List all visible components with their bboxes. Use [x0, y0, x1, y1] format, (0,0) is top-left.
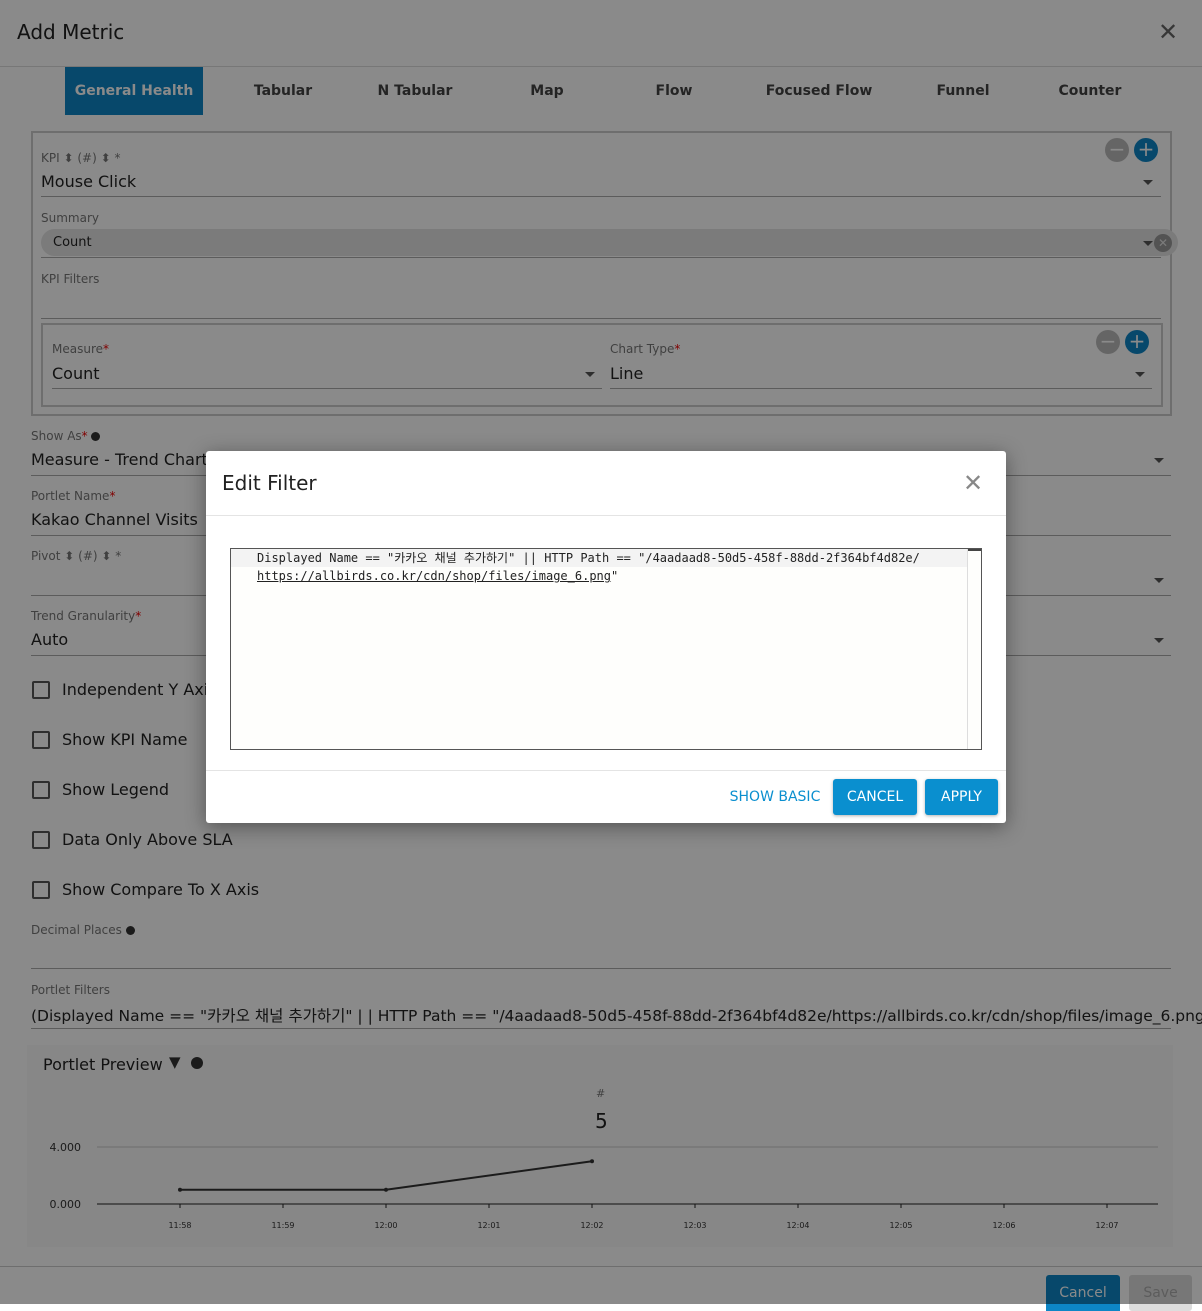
chevron-down-icon[interactable] — [1143, 241, 1153, 246]
scrollbar-thumb[interactable] — [968, 549, 981, 551]
divider — [610, 388, 1152, 389]
portlet-name-input[interactable]: Kakao Channel Visits — [31, 510, 198, 529]
kpi-symbol: # — [596, 1087, 606, 1100]
filter-code-editor[interactable]: Displayed Name == "카카오 채널 추가하기" || HTTP … — [230, 548, 982, 750]
tab-general-health[interactable]: General Health — [65, 67, 203, 115]
divider — [206, 515, 1006, 516]
tab-focused-flow[interactable]: Focused Flow — [765, 83, 873, 99]
checkbox-show-compare-to-x-axis[interactable]: Show Compare To X Axis — [32, 880, 259, 899]
pivot-label: Pivot ⬍ (#) ⬍ * — [31, 549, 122, 563]
chevron-down-icon[interactable] — [1154, 638, 1164, 643]
chevron-down-icon[interactable] — [1154, 578, 1164, 583]
x-tick-label: 12:05 — [889, 1221, 912, 1230]
modal-header: Add Metric ✕ — [0, 0, 1202, 67]
measure-section: Measure* Count Chart Type* Line − + — [41, 323, 1163, 407]
show-as-label: Show As* — [31, 429, 101, 443]
chip-label: Count — [53, 235, 92, 250]
trend-granularity-label: Trend Granularity* — [31, 609, 142, 623]
info-icon — [125, 926, 135, 935]
checkbox-data-only-above-sla[interactable]: Data Only Above SLA — [32, 830, 233, 849]
preview-title: Portlet Preview — [43, 1055, 163, 1074]
tab-n-tabular[interactable]: N Tabular — [377, 83, 453, 99]
remove-chip-icon[interactable]: ✕ — [1154, 234, 1172, 252]
kpi-value: 5 — [595, 1109, 608, 1133]
apply-button[interactable]: APPLY — [925, 779, 998, 815]
remove-measure-button[interactable]: − — [1096, 330, 1120, 354]
x-tick-label: 11:59 — [271, 1221, 294, 1230]
divider — [31, 1028, 1171, 1029]
close-icon[interactable]: ✕ — [1158, 18, 1179, 46]
kpi-select[interactable]: Mouse Click — [41, 172, 137, 191]
divider — [41, 257, 1161, 258]
editor-line-2-end: " — [611, 569, 619, 583]
remove-kpi-button[interactable]: − — [1105, 138, 1129, 162]
x-tick-label: 12:04 — [786, 1221, 809, 1230]
dialog-cancel-button[interactable]: CANCEL — [833, 779, 917, 815]
editor-scrollbar[interactable] — [967, 549, 968, 749]
measure-label: Measure* — [52, 342, 109, 356]
x-tick-label: 12:01 — [477, 1221, 500, 1230]
chevron-down-icon[interactable] — [585, 372, 595, 377]
filter-icon[interactable]: ▼ — [169, 1053, 181, 1071]
measure-select[interactable]: Count — [52, 364, 100, 383]
chevron-down-icon[interactable] — [1154, 458, 1164, 463]
editor-link[interactable]: https://allbirds.co.kr/cdn/shop/files/im… — [257, 569, 612, 583]
x-tick-label: 11:58 — [168, 1221, 191, 1230]
portlet-preview: Portlet Preview ▼ # 5 0.000 4.000 11:58 11:… — [27, 1045, 1173, 1247]
chart-type-label: Chart Type* — [610, 342, 681, 356]
data-point — [178, 1187, 182, 1192]
divider — [41, 196, 1161, 197]
checkbox-show-legend[interactable]: Show Legend — [32, 780, 169, 799]
chart-type-select[interactable]: Line — [610, 364, 644, 383]
x-tick-label: 12:00 — [374, 1221, 397, 1230]
tab-funnel[interactable]: Funnel — [936, 83, 990, 99]
tab-bar: General Health Tabular N Tabular Map Flo… — [65, 67, 1171, 115]
checkbox-independent-y-axis[interactable]: Independent Y Axis — [32, 680, 217, 699]
summary-chip: Count ✕ — [41, 229, 1178, 256]
close-icon[interactable]: ✕ — [963, 469, 984, 497]
tab-counter[interactable]: Counter — [1058, 83, 1122, 99]
tab-tabular[interactable]: Tabular — [253, 83, 313, 99]
x-tick-label: 12:07 — [1095, 1221, 1118, 1230]
add-kpi-button[interactable]: + — [1134, 138, 1158, 162]
checkbox-show-kpi-name[interactable]: Show KPI Name — [32, 730, 187, 749]
divider — [52, 388, 602, 389]
kpi-filters-label: KPI Filters — [41, 272, 100, 286]
tab-flow[interactable]: Flow — [655, 83, 693, 99]
portlet-filters-value[interactable]: (Displayed Name == "카카오 채널 추가하기" | | HTT… — [31, 1007, 1202, 1025]
kpi-label: KPI ⬍ (#) ⬍ * — [41, 151, 121, 165]
chevron-down-icon[interactable] — [1143, 180, 1153, 185]
trend-chart: 0.000 4.000 11:58 11:59 12:00 12:01 12:02 12:03… — [50, 1141, 1158, 1230]
divider — [0, 1266, 1202, 1267]
info-icon[interactable] — [191, 1057, 203, 1069]
x-tick-label: 12:03 — [683, 1221, 706, 1230]
data-point — [590, 1159, 594, 1164]
add-measure-button[interactable]: + — [1125, 330, 1149, 354]
dialog-title: Edit Filter — [222, 471, 317, 495]
modal-title: Add Metric — [17, 20, 125, 44]
trend-granularity-select[interactable]: Auto — [31, 630, 69, 649]
portlet-filters-label: Portlet Filters — [31, 983, 110, 997]
y-tick-label: 4.000 — [50, 1141, 82, 1154]
show-as-select[interactable]: Measure - Trend Chart — [31, 450, 208, 469]
tab-map[interactable]: Map — [530, 83, 564, 99]
editor-line-1: Displayed Name == "카카오 채널 추가하기" || HTTP … — [231, 549, 968, 567]
info-icon — [91, 432, 101, 441]
x-tick-label: 12:02 — [580, 1221, 603, 1230]
kpi-section: KPI ⬍ (#) ⬍ * − + Mouse Click Summary Co… — [31, 131, 1178, 416]
x-tick-label: 12:06 — [992, 1221, 1015, 1230]
y-tick-label: 0.000 — [50, 1198, 82, 1211]
data-point — [384, 1187, 388, 1192]
edit-filter-dialog: Edit Filter ✕ Displayed Name == "카카오 채널 … — [206, 451, 1006, 823]
decimal-places-input[interactable] — [31, 968, 1171, 969]
summary-label: Summary — [41, 211, 99, 225]
divider — [206, 770, 1006, 771]
decimal-places-label: Decimal Places — [31, 923, 135, 937]
kpi-filters-input — [41, 318, 1161, 319]
portlet-name-label: Portlet Name* — [31, 489, 116, 503]
show-basic-button[interactable]: SHOW BASIC — [729, 789, 821, 805]
chevron-down-icon[interactable] — [1135, 372, 1145, 377]
